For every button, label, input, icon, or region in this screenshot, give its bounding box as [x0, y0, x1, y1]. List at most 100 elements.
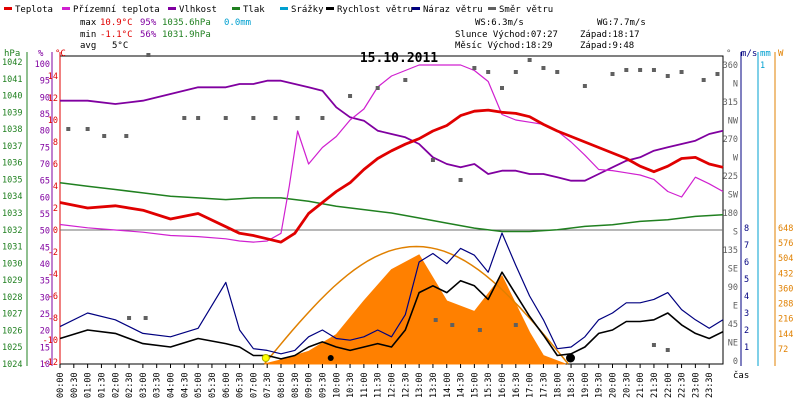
stats-max-rain: 0.0mm — [224, 18, 251, 28]
temp-tick-label: 8 — [53, 138, 58, 148]
hpa-tick-label: 1034 — [2, 192, 22, 202]
pct-tick-label: 35 — [40, 277, 50, 287]
wind-direction-point — [66, 127, 71, 131]
x-tick-label: 09:00 — [305, 372, 315, 398]
x-axis: 00:00 00:30 01:00 01:30 02:00 02:30 03:00 03:30… — [56, 364, 749, 398]
legend-item: Směr větru — [499, 5, 553, 15]
x-tick-label: 11:00 — [360, 372, 370, 398]
x-tick-label: 21:30 — [650, 372, 660, 398]
stats-panel: max 10.9°C 95% 1035.6hPa 0.0mm min -1.1°… — [80, 18, 251, 51]
pct-tick-label: 45 — [40, 243, 50, 253]
w-tick-label: 648 — [778, 224, 793, 234]
wind-direction-point — [715, 72, 720, 76]
legend-swatch — [4, 7, 12, 10]
x-tick-label: 20:30 — [622, 372, 632, 398]
ms-tick-label: 6 — [744, 258, 749, 268]
dir-tick-label: SW — [728, 191, 739, 201]
wind-direction-point — [348, 94, 353, 98]
hpa-axis-label: hPa — [4, 49, 20, 59]
x-tick-label: 16:30 — [512, 372, 522, 398]
dir-tick-label: NW — [728, 117, 739, 127]
temp-tick-label: -8 — [48, 314, 58, 324]
wind-direction-point — [582, 84, 587, 88]
temp-tick-label: -6 — [48, 292, 58, 302]
ms-tick-label: 4 — [744, 292, 749, 302]
wind-direction-point — [182, 116, 187, 120]
plot-area — [59, 53, 724, 365]
x-tick-label: 20:00 — [609, 372, 619, 398]
series-naraz-vetru — [59, 232, 724, 355]
x-tick-label: 19:30 — [595, 372, 605, 398]
legend-swatch — [62, 7, 70, 10]
wind-direction-point — [665, 74, 670, 78]
wind-direction-point — [196, 116, 201, 120]
x-tick-label: 05:00 — [194, 372, 204, 398]
temp-tick-label: -2 — [48, 248, 58, 258]
dir-tick-label: SE — [728, 265, 738, 275]
dir-tick-label: N — [733, 80, 738, 90]
pct-tick-label: 100 — [35, 60, 50, 70]
wind-direction-point — [430, 158, 435, 162]
wind-direction-point — [701, 78, 706, 82]
ms-tick-label: 7 — [744, 241, 749, 251]
temp-tick-label: 14 — [48, 72, 58, 82]
pct-tick-label: 50 — [40, 227, 50, 237]
wind-direction-point — [143, 316, 148, 320]
x-tick-label: 19:00 — [581, 372, 591, 398]
dir-tick-label: 90 — [728, 283, 738, 293]
x-tick-label: 17:30 — [539, 372, 549, 398]
w-axis-label: W — [778, 49, 784, 59]
x-tick-label: 13:30 — [429, 372, 439, 398]
info-wg: WG:7.7m/s — [597, 18, 646, 28]
wind-direction-point — [610, 72, 615, 76]
x-tick-label: 15:00 — [470, 372, 480, 398]
stats-min-hum: 56% — [140, 30, 157, 40]
legend-item: Srážky — [291, 5, 324, 15]
dir-tick-label: 225 — [723, 172, 738, 182]
info-moon-set: Západ:9:48 — [580, 41, 634, 51]
x-tick-label: 09:30 — [318, 372, 328, 398]
wind-direction-point — [102, 134, 107, 138]
pct-tick-label: 10 — [40, 360, 50, 370]
x-tick-label: 14:00 — [443, 372, 453, 398]
w-tick-label: 144 — [778, 330, 793, 340]
x-tick-label: 08:30 — [291, 372, 301, 398]
w-tick-label: 216 — [778, 315, 793, 325]
x-tick-label: 00:30 — [70, 372, 80, 398]
info-ws: WS:6.3m/s — [475, 18, 524, 28]
dir-tick-label: NE — [728, 339, 738, 349]
x-tick-label: 00:00 — [56, 372, 66, 398]
wind-direction-point — [450, 323, 455, 327]
x-tick-label: 23:00 — [691, 372, 701, 398]
x-tick-label: 10:30 — [346, 372, 356, 398]
ms-tick-label: 2 — [744, 326, 749, 336]
pct-tick-label: 90 — [40, 93, 50, 103]
x-tick-label: 07:30 — [263, 372, 273, 398]
legend-item: Náraz větru — [423, 5, 483, 15]
hpa-tick-label: 1042 — [2, 58, 22, 68]
pct-tick-label: 70 — [40, 160, 50, 170]
hpa-tick-label: 1028 — [2, 293, 22, 303]
pct-tick-label: 75 — [40, 143, 50, 153]
legend-swatch — [168, 7, 176, 10]
hpa-tick-label: 1036 — [2, 159, 22, 169]
series-rychlost-vetru — [59, 271, 724, 360]
wind-direction-point — [477, 328, 482, 332]
series-prizemni-teplota — [59, 64, 724, 243]
info-sun: Slunce Východ:07:27 — [455, 30, 558, 40]
ms-tick-label: 1 — [744, 343, 749, 353]
wind-direction-point — [458, 178, 463, 182]
temp-axis-label: °C — [55, 49, 66, 59]
dir-tick-label: 180 — [723, 209, 738, 219]
x-tick-label: 06:00 — [222, 372, 232, 398]
hpa-tick-label: 1033 — [2, 209, 22, 219]
x-tick-label: 01:30 — [97, 372, 107, 398]
axes: hPa% °C1042104110401039103810371036103510… — [2, 49, 793, 370]
legend-item: Vlhkost — [179, 5, 217, 15]
pct-tick-label: 55 — [40, 210, 50, 220]
w-tick-label: 504 — [778, 254, 793, 264]
stats-min-press: 1031.9hPa — [162, 30, 211, 40]
wind-direction-point — [472, 66, 477, 70]
wind-direction-point — [527, 58, 532, 62]
